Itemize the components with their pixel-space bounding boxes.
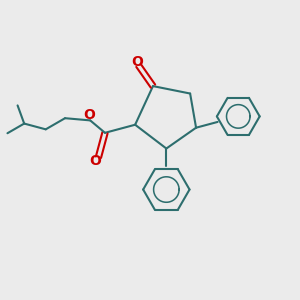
- Text: O: O: [131, 55, 143, 69]
- Text: O: O: [89, 154, 101, 168]
- Text: O: O: [83, 108, 94, 122]
